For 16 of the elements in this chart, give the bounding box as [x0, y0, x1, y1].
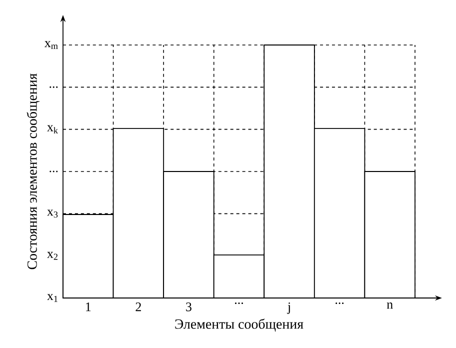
text: ...: [50, 170, 58, 172]
x-tick-label: ...: [235, 302, 244, 304]
x-axis-title: Элементы сообщения: [175, 318, 304, 332]
x-tick-label: 3: [186, 302, 192, 312]
text: x$_{2}$: [47, 252, 58, 260]
x-tick-label: 1: [86, 302, 91, 312]
x-tick-label: 2: [136, 302, 141, 312]
text: ...: [50, 86, 58, 88]
text: x$_{k}$: [47, 125, 58, 134]
text: x$_{3}$: [47, 210, 58, 218]
x-tick-label: j: [287, 302, 290, 314]
x-tick-label: n: [386, 302, 393, 309]
x-tick-label: ...: [336, 302, 344, 304]
text: x$_{1}$: [47, 294, 58, 302]
y-axis-title: Состояния элементов сообщения: [26, 73, 40, 270]
text: x$_{m}$: [44, 41, 58, 49]
